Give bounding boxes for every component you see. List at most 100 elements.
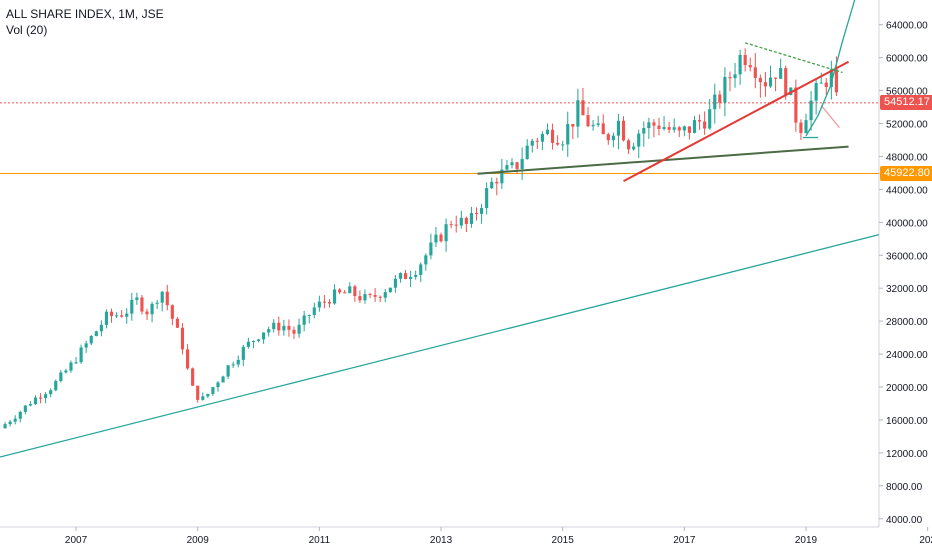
candle-body <box>824 82 828 87</box>
candle-body <box>201 396 205 400</box>
candle-body <box>429 242 433 256</box>
candle-body <box>282 325 286 331</box>
candle-body <box>145 311 149 315</box>
candle-body <box>444 224 448 242</box>
candle-body <box>505 165 509 170</box>
y-tick-label: 36000.00 <box>886 251 928 262</box>
candle-body <box>576 100 580 127</box>
candle-body <box>74 362 78 364</box>
candle-body <box>236 359 240 365</box>
candle-body <box>637 133 641 147</box>
candle-body <box>373 295 377 297</box>
trendline <box>623 60 850 183</box>
candle-body <box>18 411 22 419</box>
candle-body <box>768 77 773 87</box>
candle-body <box>231 364 235 366</box>
candle-body <box>616 120 621 136</box>
candle-body <box>774 77 778 79</box>
level-price-tag: 45922.80 <box>880 165 932 181</box>
candle-body <box>160 291 164 303</box>
candle-body <box>155 302 159 304</box>
candle-body <box>125 313 129 317</box>
candle-body <box>38 397 43 399</box>
candle-body <box>566 124 570 145</box>
candle-body <box>33 397 38 405</box>
candle-body <box>8 421 12 425</box>
candle-body <box>819 82 823 84</box>
y-tick-label: 44000.00 <box>886 185 928 196</box>
x-tick-label: 2015 <box>552 535 575 546</box>
candle-body <box>424 255 428 265</box>
candle-body <box>591 124 595 127</box>
candle-body <box>697 120 702 122</box>
candle-body <box>419 264 423 275</box>
candle-body <box>64 370 68 373</box>
candle-body <box>297 324 301 334</box>
candle-body <box>738 54 742 75</box>
candle-body <box>708 109 712 129</box>
candle-body <box>358 296 362 301</box>
candle-body <box>140 297 144 312</box>
candle-body <box>211 387 215 394</box>
candle-body <box>272 322 276 330</box>
candle-body <box>480 208 484 214</box>
candle-body <box>348 286 352 294</box>
candle-body <box>469 213 474 224</box>
y-tick-label: 24000.00 <box>886 350 928 361</box>
candle-body <box>490 181 494 189</box>
candle-body <box>23 405 27 412</box>
candle-body <box>94 331 98 336</box>
candle-body <box>130 299 134 314</box>
candle-body <box>378 296 382 298</box>
candle-body <box>403 273 408 279</box>
chart-legend: ALL SHARE INDEX, 1M, JSE Vol (20) <box>6 6 164 38</box>
candle-body <box>713 94 717 110</box>
projection-curve <box>805 0 856 137</box>
candle-body <box>409 276 413 279</box>
candle-body <box>763 82 768 87</box>
candle-body <box>814 83 818 101</box>
candle-body <box>191 368 195 386</box>
candle-body <box>135 297 139 300</box>
candle-body <box>718 94 722 103</box>
candle-body <box>150 303 154 315</box>
y-tick-label: 20000.00 <box>886 383 928 394</box>
x-tick-label: 2013 <box>430 535 453 546</box>
candle-body <box>307 314 311 316</box>
candle-body <box>115 315 119 317</box>
candle-body <box>267 329 271 333</box>
candle-body <box>216 382 220 388</box>
candle-body <box>89 335 93 344</box>
candle-body <box>784 68 788 95</box>
candle-body <box>439 234 443 242</box>
candle-body <box>393 278 397 288</box>
candle-body <box>733 74 737 79</box>
candle-body <box>363 294 367 301</box>
candle-body <box>338 289 342 293</box>
current-price-tag: 54512.17 <box>880 94 932 110</box>
candle-body <box>586 115 590 127</box>
y-tick-label: 60000.00 <box>886 54 928 65</box>
candle-body <box>44 394 48 399</box>
candle-body <box>332 289 337 304</box>
y-tick-label: 64000.00 <box>886 21 928 32</box>
candle-body <box>743 54 747 66</box>
candle-body <box>540 133 544 142</box>
candle-body <box>809 100 813 121</box>
candle-body <box>79 347 83 363</box>
candle-body <box>723 77 727 103</box>
candle-body <box>667 127 671 130</box>
candle-body <box>561 144 565 146</box>
candle-body <box>69 362 73 371</box>
candle-body <box>398 273 403 279</box>
candle-body <box>454 224 458 226</box>
candle-body <box>175 318 179 328</box>
y-tick-label: 56000.00 <box>886 87 928 98</box>
candle-body <box>99 324 103 332</box>
candle-body <box>520 159 524 169</box>
y-tick-label: 28000.00 <box>886 317 928 328</box>
x-tick-label: 2019 <box>795 535 818 546</box>
candle-body <box>500 169 504 184</box>
candle-body <box>302 315 306 325</box>
